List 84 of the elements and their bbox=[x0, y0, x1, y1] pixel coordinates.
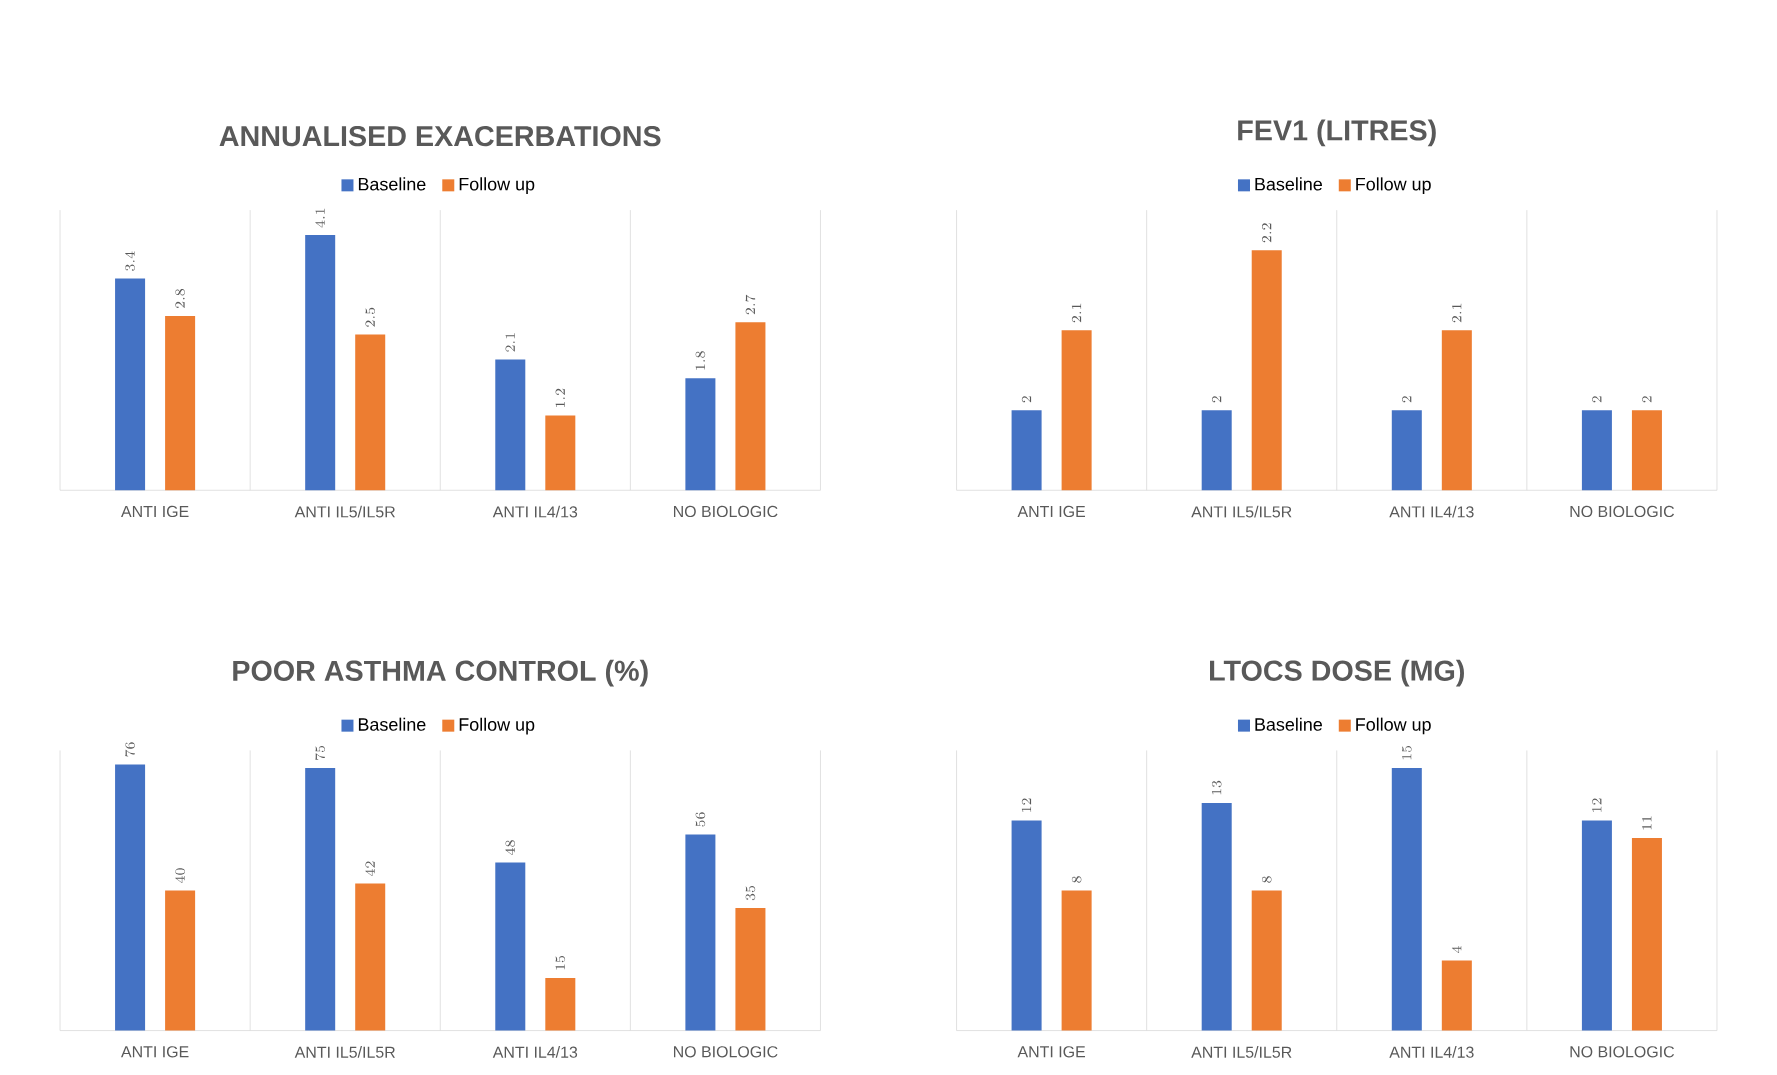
data-label: 4 bbox=[1451, 946, 1462, 954]
data-label: 8 bbox=[1261, 876, 1272, 883]
chart-title: POOR ASTHMA CONTROL (%) bbox=[233, 660, 648, 687]
data-label: 75 bbox=[315, 746, 325, 761]
data-label: 11 bbox=[1642, 816, 1652, 830]
data-label: 2 bbox=[1021, 396, 1032, 403]
x-tick-label: ANTI IL4/13 bbox=[492, 506, 578, 518]
x-tick-label: ANTI IL5/IL5R bbox=[1191, 1046, 1292, 1059]
data-label: 48 bbox=[505, 840, 516, 856]
bar bbox=[495, 862, 526, 1031]
bar bbox=[1441, 960, 1472, 1031]
legend-label: Baseline bbox=[1255, 717, 1322, 732]
chart-title: LTOCS DOSE (MG) bbox=[1210, 660, 1464, 687]
data-label: 12 bbox=[1021, 798, 1032, 813]
data-label: 2 bbox=[1592, 396, 1602, 403]
bar bbox=[305, 768, 336, 1031]
bar bbox=[165, 316, 196, 491]
x-tick-label: ANTI IL5/IL5R bbox=[1191, 506, 1292, 518]
bar bbox=[545, 978, 576, 1031]
bar bbox=[495, 359, 526, 491]
bar bbox=[1631, 838, 1662, 1031]
legend-label: Follow up bbox=[1356, 717, 1431, 735]
x-tick-label: ANTI IL4/13 bbox=[1389, 506, 1474, 518]
x-tick-label: ANTI IGE bbox=[1017, 1046, 1086, 1058]
bar bbox=[1251, 890, 1282, 1031]
bar bbox=[685, 834, 716, 1031]
legend-label: Baseline bbox=[358, 717, 426, 732]
chart-title: FEV1 (LITRES) bbox=[1238, 119, 1436, 147]
data-label: 40 bbox=[175, 868, 185, 884]
bar bbox=[685, 378, 716, 491]
bar bbox=[1011, 820, 1042, 1031]
data-label: 1 . 8 bbox=[695, 351, 706, 370]
legend-label: Baseline bbox=[1255, 177, 1322, 191]
data-label: 35 bbox=[745, 886, 756, 901]
legend-label: Follow up bbox=[459, 177, 535, 195]
data-label: 2 . 2 bbox=[1261, 223, 1272, 243]
legend-label: Follow up bbox=[459, 717, 535, 735]
data-label: 2 . 1 bbox=[1071, 304, 1082, 323]
data-label: 4. 1 bbox=[315, 208, 325, 228]
data-label: 8 bbox=[1071, 876, 1082, 883]
x-tick-label: NO BIOLOGIC bbox=[1570, 506, 1675, 518]
x-tick-label: ANTI IL5/IL5R bbox=[294, 506, 395, 518]
data-label: 15 bbox=[1402, 746, 1412, 760]
x-tick-label: ANTI IGE bbox=[1017, 506, 1086, 518]
data-label: 15 bbox=[555, 956, 566, 970]
bar bbox=[735, 322, 766, 491]
data-label: 2 . 1 bbox=[505, 333, 515, 352]
bar bbox=[115, 764, 146, 1031]
data-label: 2 . 5 bbox=[365, 308, 375, 327]
x-tick-label: ANTI IGE bbox=[121, 1046, 189, 1058]
x-tick-label: ANTI IL5/IL5R bbox=[294, 1046, 395, 1059]
x-tick-label: ANTI IL4/13 bbox=[492, 1046, 578, 1059]
data-label: 76 bbox=[125, 742, 135, 757]
data-label: 1 . 2 bbox=[555, 389, 565, 408]
bar bbox=[355, 334, 386, 491]
bar bbox=[735, 908, 766, 1031]
bar bbox=[115, 278, 146, 491]
bar bbox=[1061, 890, 1092, 1031]
data-label: 42 bbox=[365, 861, 375, 877]
data-label: 12 bbox=[1592, 798, 1602, 813]
data-label: 2 bbox=[1642, 396, 1652, 403]
bar bbox=[305, 235, 336, 491]
data-label: 2 . 1 bbox=[1452, 304, 1462, 323]
data-label: 2 . 7 bbox=[745, 295, 756, 315]
x-tick-label: ANTI IL4/13 bbox=[1389, 1046, 1474, 1059]
legend-label: Follow up bbox=[1356, 177, 1431, 195]
data-label: 2 . 8 bbox=[175, 289, 185, 309]
data-label: 3 .4 bbox=[125, 251, 135, 271]
bar bbox=[1391, 768, 1422, 1031]
data-label: 2 bbox=[1211, 396, 1222, 403]
data-label: 56 bbox=[695, 812, 706, 827]
bar bbox=[165, 890, 196, 1031]
x-tick-label: NO BIOLOGIC bbox=[674, 1046, 778, 1058]
x-tick-label: ANTI IGE bbox=[121, 506, 189, 518]
chart-title: ANNUALISED EXACERBATIONS bbox=[219, 126, 661, 147]
bar bbox=[545, 415, 576, 491]
legend-label: Baseline bbox=[358, 177, 426, 191]
data-label: 13 bbox=[1211, 781, 1222, 795]
data-label: 2 bbox=[1402, 396, 1412, 403]
x-tick-label: NO BIOLOGIC bbox=[1570, 1046, 1675, 1058]
bar bbox=[1201, 803, 1232, 1031]
bar bbox=[1581, 820, 1612, 1031]
x-tick-label: NO BIOLOGIC bbox=[674, 506, 778, 518]
bar bbox=[355, 883, 386, 1031]
